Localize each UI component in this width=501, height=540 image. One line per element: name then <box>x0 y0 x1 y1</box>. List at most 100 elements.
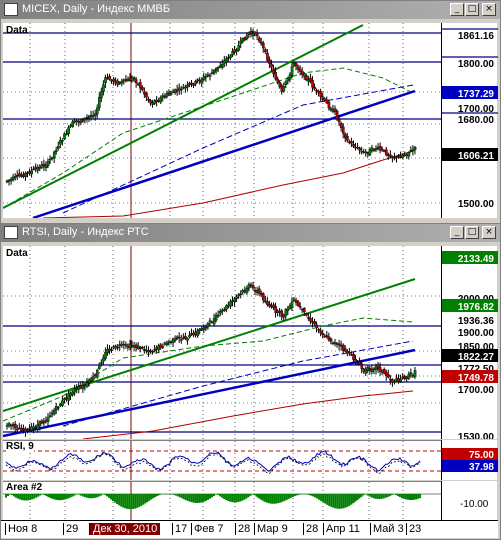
candle-body <box>46 160 50 166</box>
candle-body <box>278 82 282 88</box>
candle-body <box>65 133 68 135</box>
candle-body <box>270 63 273 68</box>
candle-body <box>315 89 318 92</box>
candle-body <box>202 76 206 80</box>
close-button[interactable]: × <box>482 226 496 239</box>
candle-body <box>301 70 304 75</box>
area-axis: -10.00 <box>441 481 497 521</box>
candle-body <box>378 145 382 151</box>
candle-body <box>91 376 95 381</box>
micex-window[interactable]: MICEX, Daily - Индекс ММВБ _ □ × Data 18… <box>0 0 501 240</box>
moving-average-green <box>2 317 414 422</box>
candle-body <box>294 63 298 67</box>
micex-price-chart[interactable]: Data <box>2 23 441 220</box>
candle-body <box>132 77 136 80</box>
candle-body <box>100 91 103 99</box>
maximize-button[interactable]: □ <box>465 226 479 239</box>
candle-body <box>282 86 286 92</box>
candle-body <box>305 75 308 81</box>
candle-body <box>229 301 232 307</box>
candle-body <box>255 32 259 37</box>
candle-body <box>210 72 214 75</box>
candle-body <box>360 363 364 369</box>
axis-tick-label: 75.00 <box>469 450 494 461</box>
candle-body <box>370 369 374 372</box>
maximize-button[interactable]: □ <box>465 3 479 16</box>
rtsi-window[interactable]: RTSI, Daily - Индекс РТС _ □ × Data 2133… <box>0 223 501 540</box>
candle-body <box>52 409 56 415</box>
candle-body <box>337 119 341 123</box>
area-axis-label: -10.00 <box>460 499 489 510</box>
candle-body <box>7 423 11 426</box>
candle-body <box>5 425 9 427</box>
candle-body <box>204 76 208 78</box>
candle-body <box>262 42 265 49</box>
candle-body <box>374 148 378 150</box>
candle-body <box>385 149 388 156</box>
axis-tick-label: 1900.00 <box>458 328 495 339</box>
date-tick-label: 28 <box>303 523 318 535</box>
candle-body <box>36 424 40 430</box>
candle-body <box>100 362 103 364</box>
micex-window-title: MICEX, Daily - Индекс ММВБ <box>22 3 171 15</box>
rtsi-price-plot <box>2 246 441 440</box>
micex-titlebar[interactable]: MICEX, Daily - Индекс ММВБ _ □ × <box>1 1 500 19</box>
candle-body <box>247 284 251 289</box>
candle-body <box>202 327 206 330</box>
candle-body <box>9 424 13 427</box>
micex-price-axis: 1861.16 1800.00 1737.29 1700.00 1680.00 1606.… <box>441 23 498 218</box>
rsi-axis: 75.00 37.98 <box>441 440 498 480</box>
candle-body <box>63 133 66 140</box>
candle-body <box>323 98 327 101</box>
candle-body <box>223 309 226 311</box>
candle-body <box>71 121 74 127</box>
candle-body <box>104 352 107 359</box>
minimize-button[interactable]: _ <box>450 226 464 239</box>
candle-body <box>143 349 146 351</box>
area-plot <box>3 482 441 521</box>
moving-average-blue <box>62 340 414 427</box>
trend-line-green <box>2 24 364 209</box>
candle-body <box>237 44 241 51</box>
candle-body <box>264 49 267 52</box>
rsi-chart[interactable]: RSI, 9 <box>3 440 441 480</box>
candle-body <box>48 415 52 417</box>
candle-body <box>335 110 339 120</box>
date-tick-label: Май 3 <box>370 523 404 535</box>
candle-body <box>194 80 198 85</box>
area-chart[interactable]: Area #2 <box>3 481 441 521</box>
minimize-button[interactable]: _ <box>450 3 464 16</box>
axis-tick-label: 1700.00 <box>458 104 495 115</box>
candle-body <box>151 351 154 353</box>
candle-body <box>13 176 17 178</box>
candle-body <box>221 63 224 68</box>
axis-tick-label: 1530.00 <box>458 432 495 439</box>
candle-body <box>24 172 27 177</box>
rtsi-titlebar[interactable]: RTSI, Daily - Индекс РТС _ □ × <box>1 224 500 242</box>
rtsi-price-chart[interactable]: Data <box>2 246 441 440</box>
micex-price-plot <box>2 23 441 220</box>
candle-body <box>102 84 105 92</box>
candle-body <box>411 149 415 152</box>
candle-body <box>134 79 138 84</box>
candle-body <box>268 59 271 65</box>
candle-body <box>313 87 316 90</box>
candle-body <box>38 166 42 169</box>
candle-body <box>38 421 42 427</box>
candle-body <box>95 107 99 115</box>
candle-body <box>214 314 218 321</box>
axis-tick-label: 1976.82 <box>458 302 495 313</box>
candle-body <box>5 180 9 183</box>
close-button[interactable]: × <box>482 3 496 16</box>
candle-body <box>407 374 411 379</box>
candle-body <box>376 364 380 370</box>
candle-body <box>409 372 413 375</box>
candle-body <box>296 301 300 307</box>
candle-body <box>272 68 275 75</box>
candle-body <box>229 55 232 58</box>
date-highlight-label: Дек 30, 2010 <box>89 523 161 535</box>
axis-tick-label: 1800.00 <box>458 59 495 70</box>
candle-body <box>30 170 34 175</box>
candle-body <box>116 346 120 349</box>
candle-body <box>52 151 56 159</box>
